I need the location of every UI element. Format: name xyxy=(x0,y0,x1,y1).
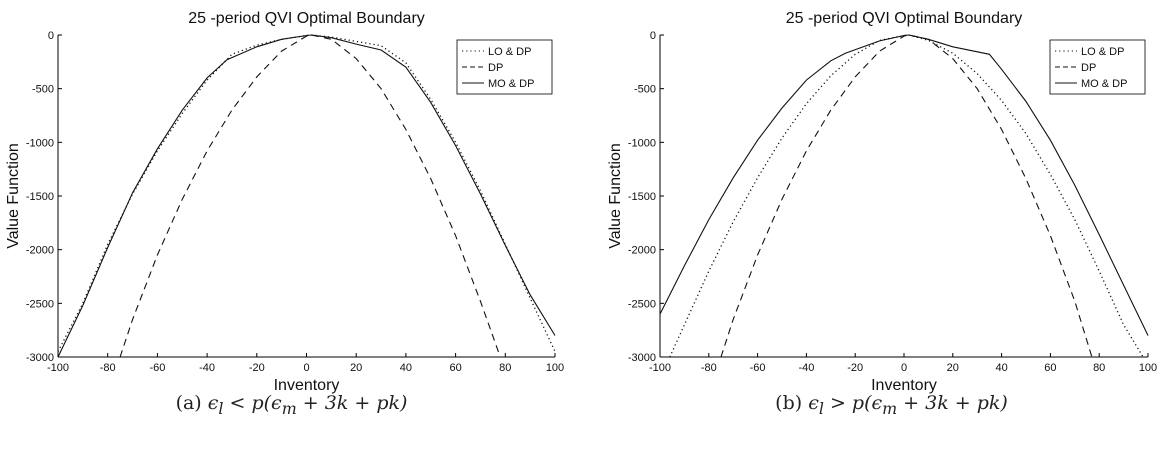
legend-label: DP xyxy=(1081,62,1096,74)
caption-label: (a) xyxy=(175,392,208,414)
series-line-dashed xyxy=(119,34,501,358)
x-tick-label: -80 xyxy=(100,362,116,374)
x-axis-label: Inventory xyxy=(871,377,937,394)
x-tick-label: -40 xyxy=(798,362,814,374)
y-tick-label: -500 xyxy=(32,84,54,96)
caption-rest: < p(ϵ xyxy=(223,392,282,414)
x-tick-label: 0 xyxy=(901,362,907,374)
caption-a: (a) ϵl < p(ϵm + 3k + pk) xyxy=(0,392,583,418)
x-tick-label: 100 xyxy=(1139,362,1157,374)
caption-epsilon: ϵ xyxy=(207,392,219,414)
y-tick-label: -1000 xyxy=(628,137,656,149)
x-tick-label: 80 xyxy=(499,362,511,374)
chart-title: 25 -period QVI Optimal Boundary xyxy=(786,10,1023,27)
series-line-solid xyxy=(57,34,556,358)
legend-label: MO & DP xyxy=(1081,78,1127,90)
x-tick-label: 0 xyxy=(303,362,309,374)
y-tick-label: 0 xyxy=(48,30,54,42)
y-tick-label: -1500 xyxy=(26,191,54,203)
y-tick-label: -2500 xyxy=(26,298,54,310)
x-tick-label: -60 xyxy=(750,362,766,374)
legend-label: LO & DP xyxy=(1081,46,1124,58)
caption-label: (b) xyxy=(775,392,809,414)
x-tick-label: 80 xyxy=(1093,362,1105,374)
x-tick-label: 60 xyxy=(1044,362,1056,374)
caption-epsilon: ϵ xyxy=(808,392,819,414)
y-tick-label: -1500 xyxy=(628,191,656,203)
x-tick-label: 40 xyxy=(400,362,412,374)
x-tick-label: -100 xyxy=(47,362,69,374)
x-tick-label: -20 xyxy=(249,362,265,374)
x-tick-label: 20 xyxy=(350,362,362,374)
y-tick-label: 0 xyxy=(650,30,656,42)
chart-b: 25 -period QVI Optimal Boundary -100 -80 -6… xyxy=(607,10,1157,394)
y-tick-label: -3000 xyxy=(628,352,656,364)
caption-b: (b) ϵl > p(ϵm + 3k + pk) xyxy=(600,392,1167,418)
y-tick-label: -2500 xyxy=(628,298,656,310)
caption-sub-l: l xyxy=(218,398,224,418)
chart-title: 25 -period QVI Optimal Boundary xyxy=(188,10,425,27)
caption-sub-m: m xyxy=(281,398,297,418)
x-tick-label: -20 xyxy=(847,362,863,374)
series-line-dashed xyxy=(720,34,1093,358)
caption-sub-l: l xyxy=(818,398,824,418)
x-axis-label: Inventory xyxy=(274,377,340,394)
y-tick-label: -2000 xyxy=(26,245,54,257)
caption-tail: + 3k + pk) xyxy=(897,392,1008,414)
y-axis-label: Value Function xyxy=(607,143,624,249)
caption-rest: > p(ϵ xyxy=(823,392,883,414)
y-tick-label: -3000 xyxy=(26,352,54,364)
x-tick-label: -60 xyxy=(149,362,165,374)
x-tick-label: 60 xyxy=(449,362,461,374)
legend-label: LO & DP xyxy=(488,46,531,58)
y-tick-label: -500 xyxy=(634,84,656,96)
series-line-solid xyxy=(659,34,1149,336)
y-axis-label: Value Function xyxy=(5,143,22,249)
y-tick-label: -2000 xyxy=(628,245,656,257)
x-tick-label: 40 xyxy=(995,362,1007,374)
chart-a: 25 -period QVI Optimal Boundary -100 -80 -6… xyxy=(5,10,564,394)
x-tick-label: -80 xyxy=(701,362,717,374)
caption-sub-m: m xyxy=(882,398,898,418)
x-tick-label: 20 xyxy=(947,362,959,374)
legend-label: DP xyxy=(488,62,503,74)
x-tick-label: -40 xyxy=(199,362,215,374)
x-tick-label: -100 xyxy=(649,362,671,374)
chart-panel-a: 25 -period QVI Optimal Boundary -100 -80 -6… xyxy=(0,0,583,450)
chart-panel-b: 25 -period QVI Optimal Boundary -100 -80 -6… xyxy=(600,0,1167,450)
caption-tail: + 3k + pk) xyxy=(296,392,408,414)
x-tick-label: 100 xyxy=(546,362,564,374)
legend-label: MO & DP xyxy=(488,78,534,90)
y-tick-label: -1000 xyxy=(26,137,54,149)
